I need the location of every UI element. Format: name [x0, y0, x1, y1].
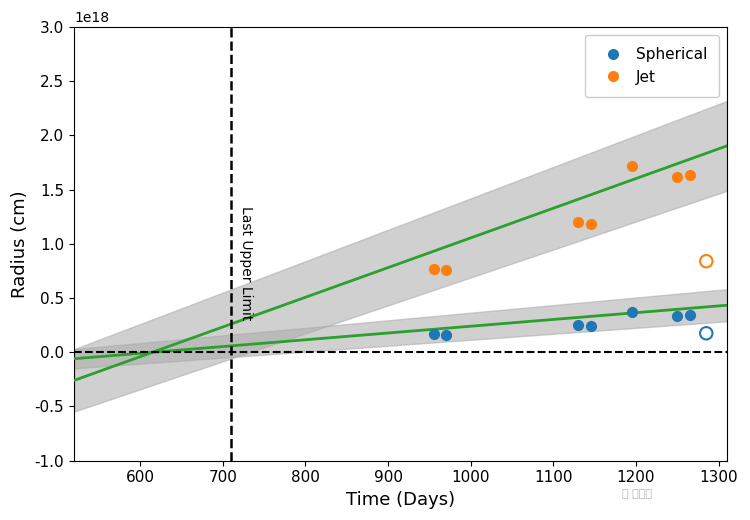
Point [700, 329, 712, 337]
Point [572, 218, 584, 226]
Point [671, 173, 683, 181]
Text: 1e18: 1e18 [74, 11, 110, 25]
Point [440, 266, 452, 275]
Point [427, 330, 439, 339]
Point [626, 308, 638, 316]
Point [684, 171, 696, 179]
Point [440, 331, 452, 340]
Point [626, 162, 638, 170]
Point [700, 257, 712, 265]
Y-axis label: Radius (cm): Radius (cm) [11, 190, 29, 297]
Text: Last Upper Limit: Last Upper Limit [239, 206, 254, 320]
Text: 🐾 量子位: 🐾 量子位 [622, 489, 652, 499]
X-axis label: Time (Days): Time (Days) [346, 491, 455, 509]
Point [684, 310, 696, 319]
Point [584, 322, 596, 330]
Legend: Spherical, Jet: Spherical, Jet [585, 35, 719, 97]
Point [427, 265, 439, 273]
Point [584, 219, 596, 228]
Point [671, 313, 683, 321]
Point [572, 321, 584, 329]
